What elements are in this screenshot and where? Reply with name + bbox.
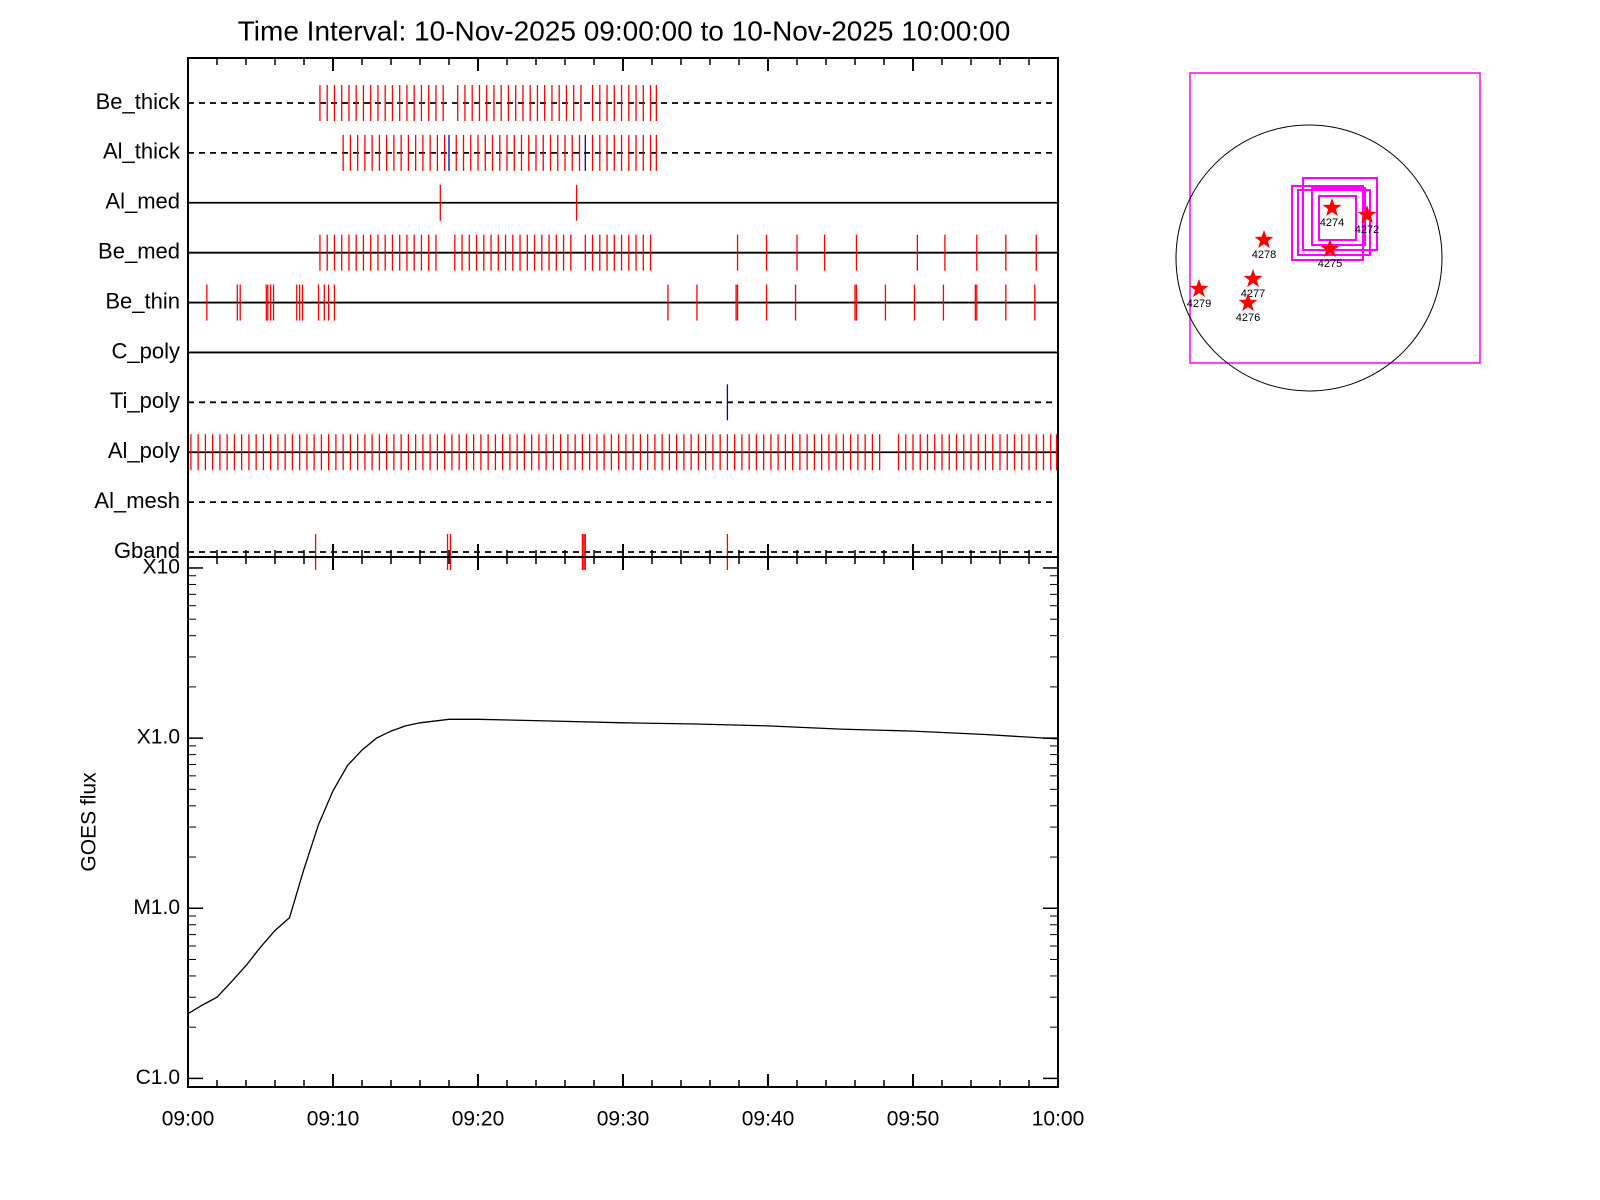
row-label: Ti_poly <box>110 388 180 413</box>
panel-frame <box>187 556 1059 1088</box>
solar-limb <box>1175 124 1443 392</box>
row-label: Be_thin <box>105 288 180 313</box>
region-box <box>1302 177 1378 251</box>
region-star <box>1189 279 1209 298</box>
y-tick-label: C1.0 <box>136 1066 180 1089</box>
x-tick-label: 09:50 <box>887 1108 940 1131</box>
row-label: Gband <box>114 538 180 563</box>
region-star <box>1238 293 1258 312</box>
region-label: 4272 <box>1355 224 1379 236</box>
x-tick-label: 09:40 <box>742 1108 795 1131</box>
y-tick-label: X1.0 <box>137 726 180 749</box>
row-label: Al_mesh <box>94 488 180 513</box>
region-label: 4276 <box>1236 312 1260 324</box>
region-star <box>1357 205 1377 224</box>
row-label: Al_med <box>105 189 180 214</box>
y-tick-label: M1.0 <box>133 896 180 919</box>
region-star <box>1254 230 1274 249</box>
row-label: Be_thick <box>96 89 181 114</box>
region-label: 4274 <box>1320 217 1344 229</box>
region-star <box>1322 198 1342 217</box>
field-of-view <box>1189 72 1481 364</box>
y-tick-label: X10 <box>143 556 180 579</box>
x-tick-label: 09:10 <box>307 1108 360 1131</box>
row-label: Al_poly <box>108 438 180 463</box>
y-axis-label: GOES flux <box>78 772 101 872</box>
region-label: 4275 <box>1318 258 1342 270</box>
region-star <box>1320 239 1340 258</box>
row-label: C_poly <box>112 338 180 363</box>
solar-map: 4274 4272 4278 4275 4277 4279 4276 <box>1175 72 1481 392</box>
row-label: Be_med <box>98 238 180 263</box>
x-tick-label: 09:20 <box>452 1108 505 1131</box>
region-star <box>1243 269 1263 288</box>
flux-line <box>187 718 1059 1015</box>
region-label: 4277 <box>1241 288 1265 300</box>
x-tick-label: 10:00 <box>1032 1108 1085 1131</box>
region-label: 4279 <box>1187 298 1211 310</box>
x-tick-label: 09:00 <box>162 1108 215 1131</box>
region-box <box>1291 185 1364 261</box>
region-label: 4278 <box>1252 249 1276 261</box>
x-tick-label: 09:30 <box>597 1108 650 1131</box>
chart-title: Time Interval: 10-Nov-2025 09:00:00 to 1… <box>238 15 1011 46</box>
region-box <box>1318 195 1357 241</box>
row-label: Al_thick <box>103 139 181 164</box>
